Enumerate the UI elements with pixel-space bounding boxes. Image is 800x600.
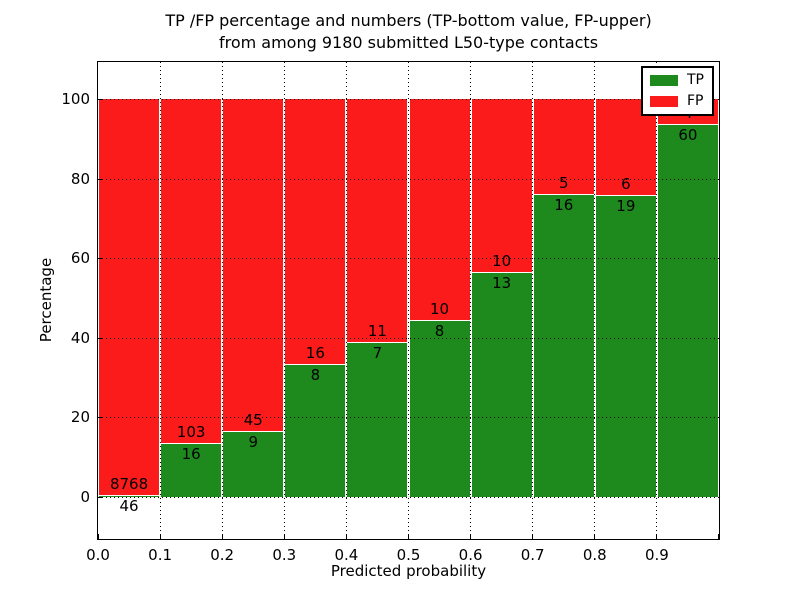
y-tick-label: 60: [70, 249, 90, 268]
fp-count-label: 8768: [109, 474, 149, 493]
y-gridline: [98, 417, 719, 419]
tp-bar: [656, 123, 719, 497]
fp-count-label: 11: [367, 322, 387, 341]
x-tick-label: 0.4: [334, 546, 359, 564]
tp-count-label: 9: [248, 432, 258, 451]
y-tick-mark: [98, 337, 103, 339]
fp-count-label: 10: [492, 252, 512, 271]
x-tick-mark: [345, 534, 347, 539]
fp-bar: [284, 99, 347, 365]
tp-bar: [470, 272, 533, 497]
y-tick-label: 40: [70, 328, 90, 347]
tp-count-label: 7: [372, 344, 383, 363]
chart-title-line2: from among 9180 submitted L50-type conta…: [218, 33, 599, 52]
x-tick-label: 0.2: [210, 546, 235, 564]
x-tick-mark: [656, 534, 658, 539]
x-tick-mark: [717, 534, 719, 539]
x-gridline: [408, 62, 409, 539]
x-tick-label: 0.0: [86, 546, 110, 564]
plot-area: TP FP 8768461031645916811710810135166194…: [97, 61, 720, 540]
x-tick-label: 0.7: [520, 546, 545, 564]
fp-bar: [98, 99, 161, 495]
y-gridline: [98, 99, 719, 100]
tp-count-label: 16: [181, 445, 201, 464]
x-gridline: [159, 62, 161, 539]
y-gridline: [98, 337, 719, 339]
x-tick-mark: [221, 534, 223, 539]
x-axis-label: Predicted probability: [330, 562, 487, 580]
legend: TP FP: [641, 66, 714, 116]
x-tick-mark: [283, 534, 285, 539]
fp-count-label: 6: [621, 174, 631, 193]
y-tick-label: 100: [61, 90, 90, 108]
fp-legend-label: FP: [687, 93, 704, 109]
tp-bar: [532, 193, 595, 497]
tp-count-label: 19: [616, 196, 636, 215]
y-tick-mark: [98, 417, 103, 419]
fp-bar: [470, 99, 533, 273]
x-tick-label: 0.6: [458, 546, 483, 564]
y-gridline: [98, 258, 719, 260]
y-tick-mark: [98, 258, 103, 260]
legend-item-fp: FP: [650, 94, 704, 108]
y-gridline: [98, 497, 719, 498]
chart-title-line1: TP /FP percentage and numbers (TP-bottom…: [165, 11, 652, 30]
legend-item-tp: TP: [650, 73, 704, 87]
x-gridline: [470, 62, 472, 539]
x-tick-label: 0.5: [396, 546, 421, 564]
tp-count-label: 16: [554, 195, 574, 214]
x-gridline: [283, 62, 285, 539]
y-tick-label: 0: [80, 488, 90, 506]
x-tick-mark: [594, 534, 596, 539]
tp-legend-swatch: [650, 74, 678, 86]
x-tick-mark: [408, 534, 409, 539]
tp-count-label: 60: [678, 125, 698, 144]
y-gridline: [98, 178, 719, 180]
fp-count-label: 16: [305, 344, 325, 363]
tp-count-label: 46: [119, 496, 139, 515]
fp-bar: [222, 99, 285, 431]
x-tick-label: 0.3: [272, 546, 297, 564]
tp-legend-label: TP: [687, 72, 704, 88]
x-gridline: [594, 62, 596, 539]
chart-title: TP /FP percentage and numbers (TP-bottom…: [98, 10, 719, 54]
tp-bar: [222, 430, 285, 497]
fp-bar: [346, 99, 409, 343]
fp-legend-swatch: [650, 95, 678, 107]
tp-bar: [98, 494, 161, 497]
y-tick-mark: [98, 497, 103, 498]
fp-bar: [532, 99, 595, 194]
tp-bar: [284, 364, 347, 497]
fp-count-label: 10: [430, 300, 450, 319]
y-tick-mark: [98, 99, 103, 100]
tp-bar: [594, 194, 657, 497]
x-tick-mark: [532, 534, 534, 539]
fp-bar: [160, 99, 223, 444]
x-tick-label: 0.8: [582, 546, 607, 564]
x-tick-label: 0.9: [644, 546, 669, 564]
x-tick-mark: [159, 534, 161, 539]
y-tick-label: 80: [70, 169, 90, 188]
tp-count-label: 8: [310, 366, 321, 385]
tp-bar: [408, 320, 471, 497]
x-gridline: [532, 62, 534, 539]
x-gridline: [345, 62, 347, 539]
x-tick-mark: [97, 534, 99, 539]
tp-bar: [346, 342, 409, 497]
x-gridline: [656, 62, 658, 539]
x-tick-mark: [470, 534, 472, 539]
x-tick-label: 0.1: [148, 546, 173, 564]
tp-count-label: 13: [492, 274, 512, 293]
fp-count-label: 103: [176, 423, 206, 442]
y-tick-mark: [98, 178, 103, 180]
y-tick-label: 20: [70, 408, 90, 427]
tp-count-label: 8: [434, 322, 445, 341]
fp-bar: [408, 99, 471, 321]
tp-bar: [160, 443, 223, 497]
fp-count-label: 45: [243, 410, 263, 429]
fp-count-label: 5: [558, 173, 569, 192]
x-gridline: [221, 62, 223, 539]
